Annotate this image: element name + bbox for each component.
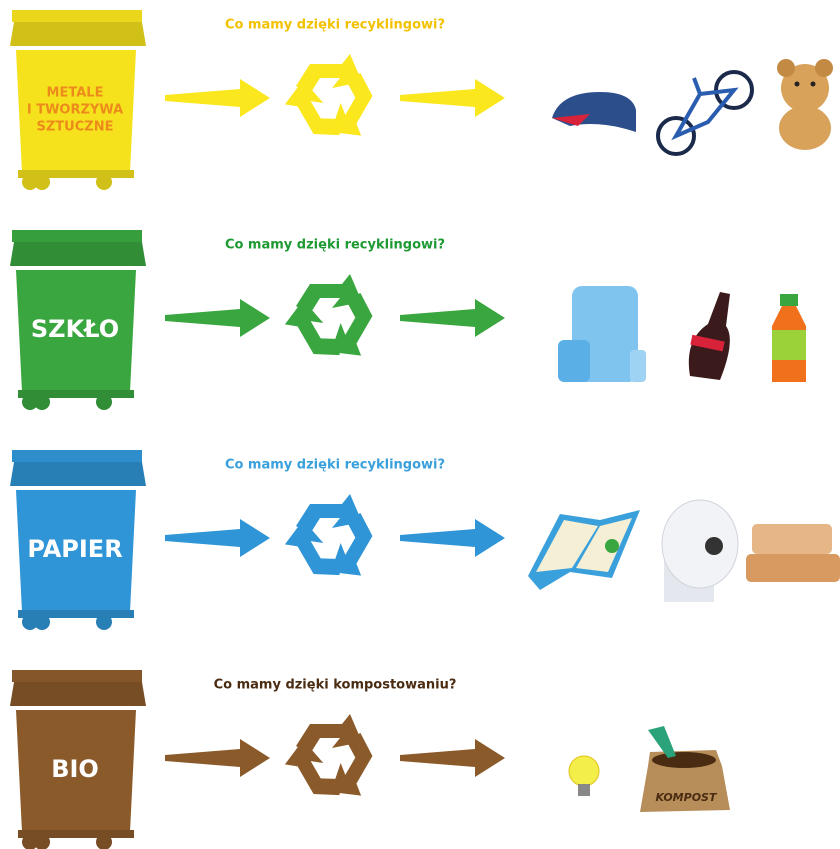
jar-small — [558, 340, 590, 382]
egg-carton-lid — [752, 524, 832, 554]
arrow — [165, 299, 270, 337]
roll-core — [705, 537, 723, 555]
soil — [652, 752, 716, 768]
bin-wheel — [34, 174, 50, 190]
arrow — [165, 519, 270, 557]
arrow — [165, 739, 270, 777]
bear-eye — [795, 82, 800, 87]
juice-cap — [780, 294, 798, 306]
bin-wheel — [96, 614, 112, 630]
row: METALE I TWORZYWA SZTUCZNE Co mamy dzięki r… — [10, 10, 833, 190]
question: Co mamy dzięki kompostowaniu? — [214, 678, 457, 693]
bin-wheel — [34, 394, 50, 410]
question: Co mamy dzięki recyklingowi? — [225, 458, 445, 473]
row: BIO Co mamy dzięki kompostowaniu? KOMPOST — [10, 670, 730, 849]
bin-lid-top — [12, 230, 142, 242]
sack-label: KOMPOST — [656, 791, 718, 804]
arrow — [400, 519, 505, 557]
question: Co mamy dzięki recyklingowi? — [225, 238, 445, 253]
bulb — [569, 756, 599, 786]
bear-ear — [815, 59, 833, 77]
bear-ear — [777, 59, 795, 77]
bin-wheel — [34, 614, 50, 630]
roll — [662, 500, 738, 588]
bin-lid — [10, 242, 146, 266]
bin-wheel — [96, 174, 112, 190]
bin-label: SZTUCZNE — [37, 120, 114, 135]
bin-label: METALE — [47, 86, 104, 101]
bin-wheel — [96, 394, 112, 410]
cap-icon — [552, 92, 636, 132]
bin-label: BIO — [51, 755, 99, 783]
egg-carton — [746, 554, 840, 582]
bin-label: PAPIER — [27, 535, 122, 563]
infographic: METALE I TWORZYWA SZTUCZNE Co mamy dzięki r… — [0, 0, 840, 849]
question: Co mamy dzięki recyklingowi? — [225, 18, 445, 33]
bulb-base — [578, 784, 590, 796]
arrow — [400, 299, 505, 337]
arrow — [400, 79, 505, 117]
bin-lid-top — [12, 450, 142, 462]
bin-lid — [10, 682, 146, 706]
bin-label: SZKŁO — [31, 315, 119, 343]
jar-small — [630, 350, 646, 382]
bin-label: I TWORZYWA — [27, 103, 123, 118]
arrow — [165, 79, 270, 117]
bin-lid — [10, 462, 146, 486]
bear-eye — [811, 82, 816, 87]
row: SZKŁO Co mamy dzięki recyklingowi? — [10, 230, 806, 410]
bin-lid-top — [12, 670, 142, 682]
bin-lid-top — [12, 10, 142, 22]
row: PAPIER Co mamy dzięki recyklingowi? — [10, 450, 840, 630]
bear-body — [779, 106, 831, 150]
book-tree — [605, 539, 619, 553]
juice-label — [772, 330, 806, 360]
bin-lid — [10, 22, 146, 46]
arrow — [400, 739, 505, 777]
